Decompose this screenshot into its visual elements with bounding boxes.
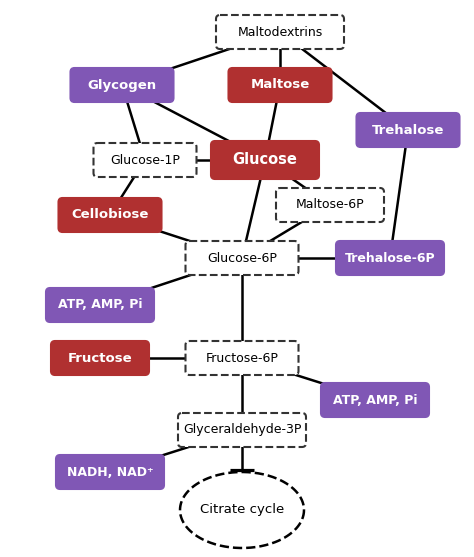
Text: Citrate cycle: Citrate cycle	[200, 504, 284, 516]
Text: Fructose-6P: Fructose-6P	[206, 351, 278, 364]
Text: Trehalose-6P: Trehalose-6P	[345, 252, 435, 265]
Text: Maltose-6P: Maltose-6P	[296, 198, 365, 212]
FancyBboxPatch shape	[185, 341, 299, 375]
Text: NADH, NAD⁺: NADH, NAD⁺	[67, 466, 153, 478]
Text: Glyceraldehyde-3P: Glyceraldehyde-3P	[183, 423, 301, 437]
FancyBboxPatch shape	[211, 141, 319, 179]
FancyBboxPatch shape	[228, 68, 331, 102]
Text: Glucose: Glucose	[233, 153, 298, 168]
Text: Glycogen: Glycogen	[87, 79, 156, 91]
FancyBboxPatch shape	[216, 15, 344, 49]
FancyBboxPatch shape	[58, 198, 162, 232]
Text: ATP, AMP, Pi: ATP, AMP, Pi	[333, 393, 417, 407]
FancyBboxPatch shape	[356, 113, 459, 147]
FancyBboxPatch shape	[185, 241, 299, 275]
FancyBboxPatch shape	[56, 455, 164, 489]
Text: Cellobiose: Cellobiose	[71, 208, 149, 222]
FancyBboxPatch shape	[178, 413, 306, 447]
FancyBboxPatch shape	[336, 241, 444, 275]
FancyBboxPatch shape	[46, 288, 154, 322]
FancyBboxPatch shape	[93, 143, 197, 177]
Text: Maltose: Maltose	[250, 79, 310, 91]
Text: Glucose-6P: Glucose-6P	[207, 252, 277, 265]
FancyBboxPatch shape	[321, 383, 429, 417]
FancyBboxPatch shape	[276, 188, 384, 222]
Text: Maltodextrins: Maltodextrins	[237, 26, 323, 38]
FancyBboxPatch shape	[71, 68, 173, 102]
FancyBboxPatch shape	[51, 341, 149, 375]
Text: ATP, AMP, Pi: ATP, AMP, Pi	[58, 299, 142, 311]
Text: Fructose: Fructose	[68, 351, 132, 364]
Text: Glucose-1P: Glucose-1P	[110, 154, 180, 167]
Text: Trehalose: Trehalose	[372, 124, 444, 136]
